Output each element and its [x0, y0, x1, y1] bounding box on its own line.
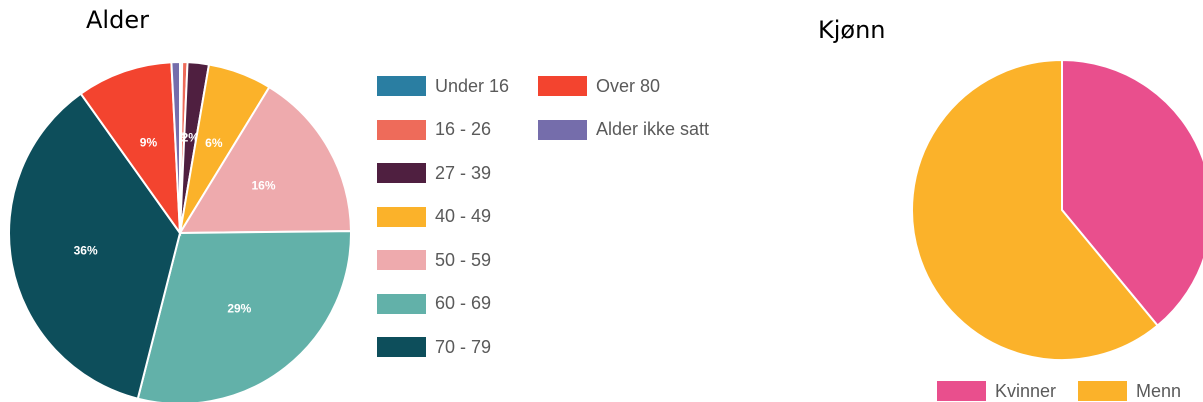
legend-item-60-69[interactable]: 60 - 69: [377, 293, 491, 315]
legend-item-50-59[interactable]: 50 - 59: [377, 249, 491, 271]
pie-slice-over-80: [79, 61, 182, 237]
legend-label: 70 - 79: [435, 336, 492, 357]
legend-label: Kvinner: [995, 380, 1057, 401]
legend-item-40-49[interactable]: 40 - 49: [377, 206, 491, 228]
legend-swatch: [538, 76, 587, 96]
legend-label: 40 - 49: [435, 206, 492, 226]
legend-item-16-26[interactable]: 16 - 26: [377, 119, 491, 141]
pie-slice-kvinner: [1061, 58, 1203, 327]
legend-swatch: [377, 119, 426, 140]
pie-slice-alder-ikke-satt: [170, 60, 181, 234]
legend-swatch: [377, 293, 426, 314]
age-chart-title: Alder: [86, 6, 149, 34]
legend-label: Over 80: [596, 75, 661, 96]
legend-label: 60 - 69: [435, 293, 492, 313]
legend-swatch: [377, 76, 426, 96]
legend-item-menn[interactable]: Menn: [1078, 380, 1181, 402]
legend-label: 50 - 59: [435, 249, 492, 270]
legend-swatch: [377, 250, 426, 270]
slice-data-label: 16%: [251, 179, 275, 193]
legend-swatch: [377, 163, 426, 183]
legend-item-under-16[interactable]: Under 16: [377, 75, 509, 97]
pie-slice-60-69: [136, 230, 352, 402]
legend-swatch: [937, 381, 986, 401]
legend-swatch: [377, 337, 426, 357]
pie-slice-menn: [911, 58, 1160, 361]
legend-item-alder-ikke-satt[interactable]: Alder ikke satt: [538, 119, 709, 141]
slice-data-label: 9%: [140, 135, 158, 149]
legend-swatch: [538, 119, 587, 140]
legend-label: Menn: [1136, 380, 1182, 401]
legend-item-kvinner[interactable]: Kvinner: [937, 380, 1056, 402]
legend-label: 27 - 39: [435, 162, 492, 183]
legend-item-over-80[interactable]: Over 80: [538, 75, 660, 97]
slice-data-label: 29%: [227, 301, 251, 315]
pie-slice-50-59: [178, 85, 353, 235]
legend-label: 16 - 26: [435, 119, 492, 139]
legend-swatch: [1078, 381, 1127, 401]
gender-chart-title: Kjønn: [818, 16, 886, 44]
legend-label: Alder ikke satt: [596, 119, 710, 139]
legend-label: Under 16: [435, 75, 510, 96]
slice-data-label: 6%: [205, 136, 223, 150]
pie-slice-70-79: [8, 92, 182, 400]
slice-data-label: 36%: [74, 244, 98, 258]
legend-swatch: [377, 206, 426, 227]
legend-item-70-79[interactable]: 70 - 79: [377, 336, 491, 358]
legend-item-27-39[interactable]: 27 - 39: [377, 162, 491, 184]
